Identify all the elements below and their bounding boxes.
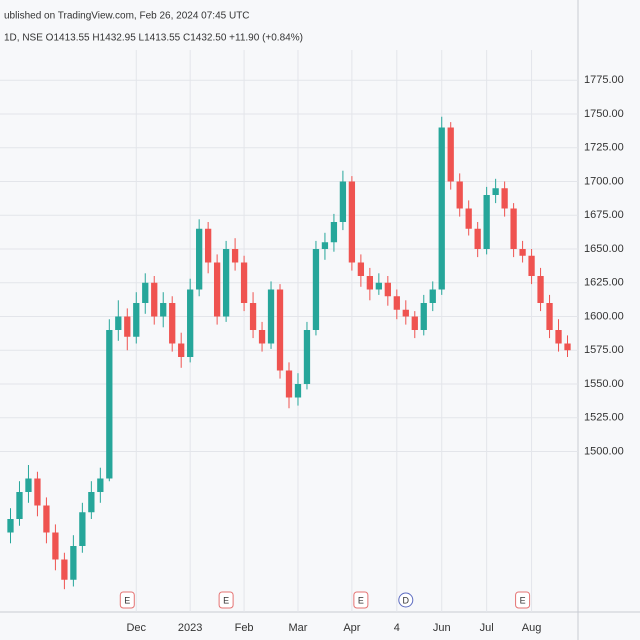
y-tick-label: 1675.00 xyxy=(584,209,624,221)
y-tick-label: 1700.00 xyxy=(584,175,624,187)
y-tick-label: 1600.00 xyxy=(584,310,624,322)
x-tick-label: Aug xyxy=(522,622,542,634)
candle-body xyxy=(321,242,329,249)
candle-body xyxy=(411,316,418,330)
candle-body xyxy=(555,330,562,344)
candle-body xyxy=(213,262,221,317)
candle-body xyxy=(267,289,275,344)
y-tick-label: 1525.00 xyxy=(584,412,624,424)
candle-body xyxy=(43,505,50,533)
chart-title: ublished on TradingView.com, Feb 26, 202… xyxy=(4,11,250,22)
candle-body xyxy=(133,303,140,337)
candle-body xyxy=(222,249,230,317)
x-tick-label: Feb xyxy=(235,622,254,634)
candle-body xyxy=(204,228,212,263)
candle-body xyxy=(294,384,302,398)
y-tick-label: 1575.00 xyxy=(584,344,624,356)
chart-subtitle: 1D, NSE O1413.55 H1432.95 L1413.55 C1432… xyxy=(4,33,303,44)
candle-body xyxy=(79,512,86,546)
candle-body xyxy=(178,343,185,357)
y-tick-label: 1650.00 xyxy=(584,243,624,255)
candle-body xyxy=(196,228,203,290)
candle-body xyxy=(420,303,427,330)
event-marker xyxy=(398,592,414,608)
candle-body xyxy=(88,492,95,513)
candle-body xyxy=(115,316,122,330)
candle-body xyxy=(160,303,167,317)
candle-body xyxy=(339,181,347,222)
candle-body xyxy=(312,249,320,330)
candle-body xyxy=(303,330,311,384)
x-tick-label: 4 xyxy=(394,622,400,634)
candle-body xyxy=(16,492,23,519)
x-tick-label: Jun xyxy=(433,622,451,634)
event-marker xyxy=(515,591,531,609)
candle-body xyxy=(519,249,526,256)
candle-body xyxy=(492,188,499,195)
event-label: E xyxy=(124,595,130,605)
y-tick-label: 1750.00 xyxy=(584,108,624,120)
candle-body xyxy=(501,188,508,209)
y-tick-label: 1550.00 xyxy=(584,378,624,390)
candle-body xyxy=(546,303,553,330)
candle-body xyxy=(258,330,266,344)
candle-body xyxy=(151,282,158,317)
candle-body xyxy=(474,228,481,249)
candle-body xyxy=(61,559,68,580)
candle-body xyxy=(510,208,517,249)
candle-body xyxy=(70,546,77,580)
candle-body xyxy=(124,316,131,337)
candle-body xyxy=(357,262,365,276)
candle-body xyxy=(537,276,544,303)
event-label: E xyxy=(358,595,364,605)
candle-body xyxy=(330,222,338,243)
y-tick-label: 1775.00 xyxy=(584,74,624,86)
y-tick-label: 1500.00 xyxy=(584,445,624,457)
candle-body xyxy=(375,282,382,290)
candle-body xyxy=(187,289,194,357)
candle-body xyxy=(528,255,535,276)
candle-body xyxy=(169,303,176,344)
candle-body xyxy=(348,181,356,263)
x-tick-label: Dec xyxy=(126,622,146,634)
candle-body xyxy=(456,181,463,209)
x-tick-label: Jul xyxy=(480,622,494,634)
candle-body xyxy=(240,262,248,303)
event-marker xyxy=(119,591,135,609)
candle-body xyxy=(106,330,113,479)
event-marker xyxy=(353,591,369,609)
event-marker xyxy=(218,591,234,609)
candle-body xyxy=(7,519,14,533)
y-tick-label: 1625.00 xyxy=(584,277,624,289)
candle-body xyxy=(465,208,472,229)
y-tick-label: 1725.00 xyxy=(584,142,624,154)
candle-body xyxy=(231,249,239,263)
candle-body xyxy=(276,289,284,371)
candle-body xyxy=(142,282,149,303)
candle-body xyxy=(438,127,445,290)
candle-body xyxy=(447,127,454,182)
candle-body xyxy=(393,296,400,310)
candle-body xyxy=(366,276,374,290)
candle-body xyxy=(384,282,391,297)
candle-body xyxy=(249,303,257,330)
x-tick-label: Apr xyxy=(343,622,360,634)
event-label: E xyxy=(520,595,526,605)
candle-body xyxy=(52,532,59,560)
candle-body xyxy=(34,478,41,506)
candle-body xyxy=(25,478,32,492)
candle-body xyxy=(429,289,436,303)
event-label: E xyxy=(223,595,229,605)
candle-body xyxy=(97,478,104,492)
candle-body xyxy=(285,370,293,398)
candle-body xyxy=(564,343,571,351)
event-label: D xyxy=(403,595,410,605)
candle-body xyxy=(402,309,409,317)
x-tick-label: 2023 xyxy=(178,622,202,634)
candle-body xyxy=(483,195,490,249)
x-tick-label: Mar xyxy=(289,622,308,634)
